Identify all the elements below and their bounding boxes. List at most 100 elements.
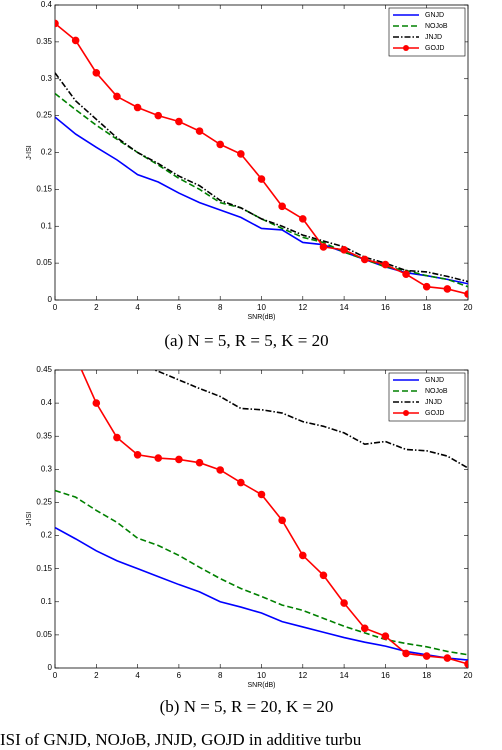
series-layer [55, 353, 468, 668]
point [154, 454, 163, 462]
point [154, 111, 163, 120]
x-tick-label: 16 [381, 671, 390, 680]
series-layer [55, 19, 468, 298]
legend-marker [403, 45, 409, 51]
legend-label: GNJD [425, 377, 444, 384]
point [299, 551, 307, 560]
point [195, 127, 204, 135]
y-tick-label: 0 [48, 295, 53, 304]
x-tick-label: 16 [381, 303, 390, 312]
y-tick-label: 0.2 [41, 531, 53, 540]
series-line [55, 116, 468, 285]
point [299, 215, 307, 223]
y-tick-label: 0.15 [36, 184, 52, 193]
x-tick-label: 12 [298, 671, 307, 680]
y-axis-label: J-ISI [26, 145, 33, 159]
point [278, 516, 286, 525]
point [113, 433, 121, 442]
point [443, 285, 452, 293]
series-line [55, 72, 468, 283]
point [360, 624, 369, 633]
x-tick-label: 20 [464, 671, 473, 680]
y-tick-label: 0.35 [36, 431, 52, 440]
legend-label: JNJD [425, 34, 442, 41]
legend-marker [403, 410, 409, 416]
point [278, 202, 286, 211]
legend-label: GOJD [425, 45, 444, 52]
point [92, 399, 101, 407]
point [319, 571, 328, 580]
point [319, 243, 328, 251]
x-tick-label: 18 [422, 303, 431, 312]
x-tick-label: 8 [218, 671, 223, 680]
series-line [152, 370, 468, 469]
legend-label: JNJD [425, 399, 442, 406]
series-line [55, 526, 468, 661]
y-tick-label: 0.35 [36, 37, 52, 46]
point [257, 175, 266, 183]
x-tick-label: 6 [177, 671, 182, 680]
point [216, 466, 224, 474]
x-tick-label: 20 [464, 303, 473, 312]
x-tick-label: 10 [257, 671, 266, 680]
y-axis-label: J-ISI [26, 512, 33, 526]
x-tick-label: 4 [135, 303, 140, 312]
point [340, 599, 348, 607]
point [216, 140, 224, 149]
point [72, 353, 79, 360]
chart-caption: (b) N = 5, R = 20, K = 20 [160, 697, 334, 716]
point [464, 660, 468, 668]
x-axis-label: SNR(dB) [247, 314, 275, 321]
point [237, 478, 245, 487]
x-tick-label: 2 [94, 671, 99, 680]
chart-caption: (a) N = 5, R = 5, K = 20 [164, 331, 328, 350]
y-tick-label: 0.25 [36, 111, 52, 120]
y-tick-label: 0.45 [36, 365, 52, 374]
point [175, 117, 183, 126]
point [422, 652, 431, 660]
x-tick-label: 0 [53, 671, 58, 680]
y-tick-label: 0.1 [41, 597, 53, 606]
figure-caption: ISI of GNJD, NOJoB, JNJD, GOJD in additi… [0, 730, 362, 749]
y-tick-label: 0.1 [41, 221, 53, 230]
series-line [55, 92, 468, 288]
legend-label: NOJoB [425, 23, 448, 30]
point [257, 490, 266, 499]
y-tick-label: 0.3 [41, 74, 53, 83]
x-axis-label: SNR(dB) [247, 682, 275, 689]
point [113, 92, 121, 101]
point [237, 150, 245, 158]
point [71, 36, 80, 45]
point [175, 455, 183, 464]
y-tick-label: 0.4 [41, 0, 53, 9]
x-tick-label: 12 [298, 303, 307, 312]
x-tick-label: 4 [135, 671, 140, 680]
x-tick-label: 2 [94, 303, 99, 312]
point [402, 649, 410, 658]
point [422, 282, 431, 291]
point [92, 69, 101, 77]
point [443, 654, 452, 662]
point [360, 255, 369, 264]
y-tick-label: 0.25 [36, 498, 52, 507]
point [133, 450, 142, 459]
series-line [80, 370, 468, 665]
y-tick-label: 0.3 [41, 464, 53, 473]
point [55, 19, 59, 28]
y-tick-label: 0.05 [36, 258, 52, 267]
point [340, 246, 348, 254]
legend-label: GOJD [425, 410, 444, 417]
x-tick-label: 8 [218, 303, 223, 312]
point [133, 103, 142, 112]
point [195, 458, 204, 467]
x-tick-label: 10 [257, 303, 266, 312]
y-tick-label: 0.05 [36, 630, 52, 639]
x-tick-label: 18 [422, 671, 431, 680]
series-line [55, 22, 468, 295]
x-tick-label: 14 [340, 303, 349, 312]
x-tick-label: 6 [177, 303, 182, 312]
series-line [55, 489, 468, 656]
legend-label: NOJoB [425, 388, 448, 395]
point [402, 270, 410, 278]
